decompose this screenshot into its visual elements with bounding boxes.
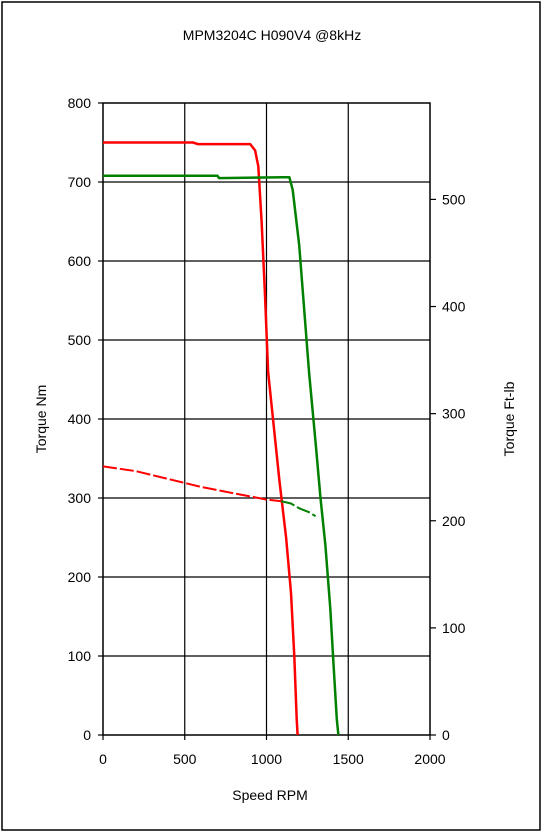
y-tick-label: 200 [68, 569, 92, 585]
y2-tick-label: 100 [442, 620, 466, 636]
y2-tick-label: 0 [442, 727, 450, 743]
y-tick-label: 600 [68, 253, 92, 269]
x-axis-label: Speed RPM [232, 787, 307, 803]
x-tick-label: 0 [99, 751, 107, 767]
y-axis-left-label: Torque Nm [33, 385, 49, 453]
series-lines [102, 141, 340, 736]
y-tick-label: 0 [83, 727, 91, 743]
y-tick-label: 400 [68, 411, 92, 427]
series-line-2 [103, 174, 340, 736]
y-tick-label: 700 [68, 174, 92, 190]
y-tick-label: 800 [68, 95, 92, 111]
y2-tick-label: 500 [442, 191, 466, 207]
series-line-1 [103, 141, 299, 736]
chart-title: MPM3204C H090V4 @8kHz [183, 27, 361, 43]
y-tick-label: 500 [68, 332, 92, 348]
gridlines [103, 103, 430, 735]
y-tick-label: 100 [68, 648, 92, 664]
y-tick-label: 300 [68, 490, 92, 506]
x-tick-label: 1500 [333, 751, 364, 767]
y-axis-right-label: Torque Ft-lb [501, 381, 517, 456]
y2-tick-label: 400 [442, 299, 466, 315]
x-tick-label: 2000 [414, 751, 445, 767]
y-axis-left: 0 100 200 300 400 500 600 700 800 [68, 95, 103, 743]
series-line-3-dashed [102, 465, 282, 503]
y2-tick-label: 200 [442, 513, 466, 529]
plot-area: 0 100 200 300 400 500 600 700 800 0 100 200 300 400 5… [68, 95, 466, 767]
y2-tick-label: 300 [442, 406, 466, 422]
series-line-4-dashed [280, 500, 317, 518]
x-tick-label: 1000 [251, 751, 282, 767]
x-axis: 0 500 1000 1500 2000 [99, 735, 446, 767]
x-tick-label: 500 [173, 751, 197, 767]
y-axis-right: 0 100 200 300 400 500 [430, 191, 466, 743]
